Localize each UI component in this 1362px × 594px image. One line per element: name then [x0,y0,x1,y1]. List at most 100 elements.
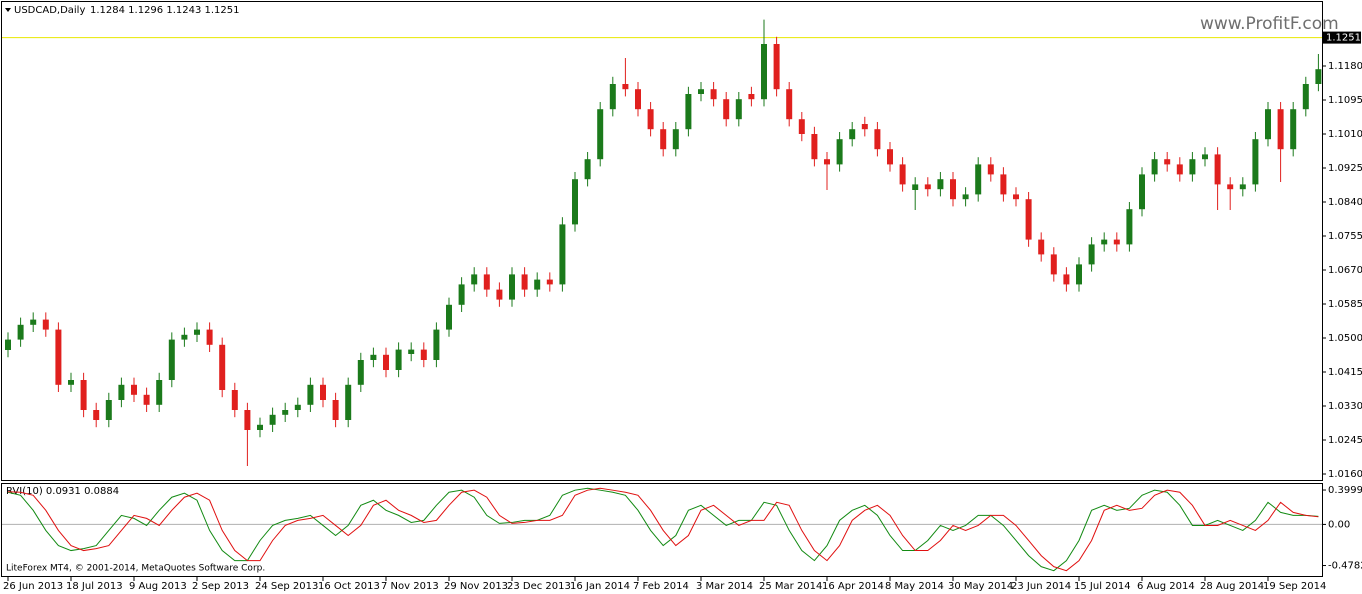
x-tick-label: 23 Dec 2013 [507,581,571,592]
ohlc-readout: 1.1284 1.1296 1.1243 1.1251 [90,5,240,16]
y-tick-label: 1.0500 [1328,333,1362,344]
price-tag-label: 1.1251 [1326,33,1361,44]
indicator-line [7,487,1319,572]
candle-body [735,99,742,120]
x-tick-label: 25 Mar 2014 [759,581,822,592]
candle-body [1151,159,1158,175]
candle-body [420,349,427,360]
candle-body [257,424,263,430]
candle-body [194,329,200,335]
candle-body [1139,174,1145,210]
candle-body [206,329,213,345]
candle-body [156,380,163,405]
candle-body [282,410,289,415]
candle-body [383,354,389,370]
candle-body [370,354,377,360]
candle-body [987,164,994,175]
candle-body [1113,239,1120,245]
candle-body [1050,254,1057,275]
candle-body [950,179,956,200]
candle-body [345,384,352,420]
price-tag [1323,31,1361,44]
candle-body [1076,264,1082,285]
x-tick-label: 15 Jul 2014 [1074,581,1131,592]
candle-body [219,344,226,390]
candle-body [231,390,238,410]
candle-body [93,410,100,420]
x-tick-label: 19 Sep 2014 [1263,581,1326,592]
candle-body [55,329,62,385]
y-tick-label: 1.0585 [1328,299,1362,310]
candle-body [496,289,503,300]
candle-body [609,84,616,110]
copyright: LiteForex MT4, © 2001-2014, MetaQuotes S… [6,564,265,574]
candle-body [849,129,856,140]
candle-body [773,44,780,90]
chart-title: USDCAD,Daily [14,5,85,16]
candle-body [17,324,24,340]
candle-body [1227,184,1234,190]
candle-body [131,384,137,395]
candle-body [786,89,793,120]
y-tick-label: 1.0330 [1328,401,1362,412]
candle-body [1189,159,1196,175]
x-tick-label: 16 Oct 2013 [318,581,380,592]
candle-body [30,319,37,325]
candle-body [320,384,326,400]
candle-body [143,394,150,405]
candle-body [408,349,415,354]
candle-body [811,134,818,160]
menu-arrow[interactable] [5,8,11,12]
candle-body [1164,159,1171,165]
y-tick-label: 1.1010 [1328,129,1362,140]
watermark: www.ProfitF.com [1200,14,1339,34]
y-tick-label: 1.0670 [1328,265,1362,276]
candle-body [1202,154,1208,160]
x-tick-label: 18 Jul 2013 [66,581,123,592]
candle-body [105,400,112,420]
candle-body [1025,199,1032,240]
candle-body [912,184,919,190]
candle-body [660,129,667,150]
x-tick-label: 9 Aug 2013 [129,581,187,592]
candle-body [710,89,717,100]
candle-body [307,384,314,405]
candle-body [395,349,402,370]
x-tick-label: 23 Jun 2014 [1011,581,1071,592]
candle-body [483,274,490,290]
x-tick-label: 3 Mar 2014 [696,581,753,592]
y-tick-label: 0.3999 [1328,485,1362,496]
candle-body [647,109,654,130]
x-tick-label: 28 Aug 2014 [1200,581,1264,592]
candle-body [433,329,440,360]
x-tick-label: 2 Sep 2013 [192,581,249,592]
price-pane [1,1,1323,481]
candle-body [521,274,528,290]
y-tick-label: 1.0245 [1328,435,1362,446]
candle-body [698,89,704,94]
candle-body [1265,109,1271,140]
candle-body [861,124,868,130]
y-tick-label: 1.0755 [1328,231,1362,242]
candle-body [294,404,301,410]
candle-body [1126,209,1133,245]
candle-body [1063,274,1070,285]
candle-body [1252,139,1259,185]
candle-body [68,380,74,385]
candle-body [42,319,49,330]
candle-body [458,284,465,305]
candle-body [181,334,188,340]
candle-body [635,89,641,110]
x-tick-label: 24 Sep 2013 [255,581,318,592]
candle-body [962,194,969,200]
candle-body [1038,239,1045,255]
candle-body [118,384,125,400]
indicator-line [7,487,1319,572]
candle-body [1214,154,1221,185]
candle-body [446,304,452,330]
y-tick-label: 1.1095 [1328,95,1362,106]
candle-body [1239,184,1246,190]
candle-body [509,274,515,300]
